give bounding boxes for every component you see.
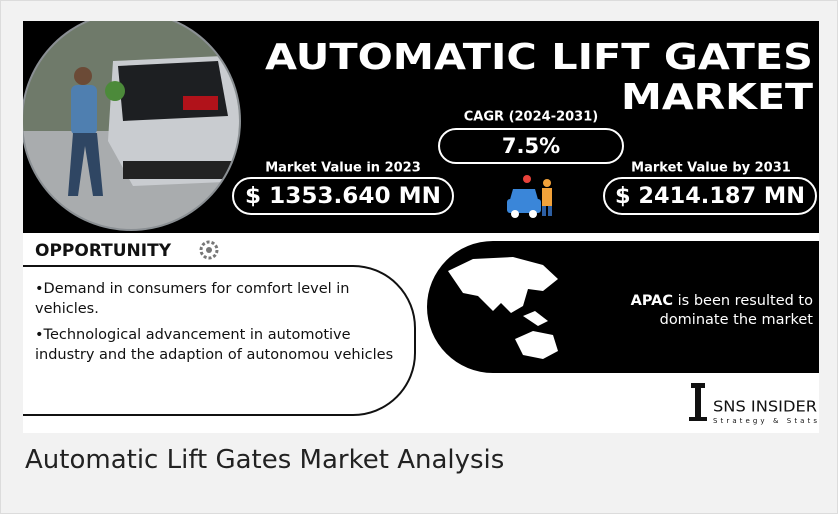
value-pill xyxy=(232,177,454,215)
gear-icon xyxy=(199,240,219,260)
value-2031: $ 2414.187 MN xyxy=(615,184,805,209)
region-highlight: APAC xyxy=(630,293,674,309)
bullet: •Demand in consumers for comfort level i… xyxy=(35,281,350,317)
title-line: AUTOMATIC LIFT GATES xyxy=(265,37,813,78)
value-label: Market Value in 2023 xyxy=(265,161,421,176)
cagr-value: 7.5% xyxy=(502,134,560,158)
region-description: is been resulted to dominate the market xyxy=(659,293,813,328)
title-line: MARKET xyxy=(621,77,814,118)
bullet: •Technological advancement in automotive… xyxy=(35,327,394,363)
cagr-pill xyxy=(438,128,624,164)
brand: SNS INSIDER xyxy=(713,398,817,416)
infographic: AUTOMATIC LIFT GATES MARKET CAGR (2024-2… xyxy=(23,21,819,433)
photo xyxy=(23,21,241,231)
value-2023: $ 1353.640 MN xyxy=(245,184,441,209)
car-service-icon xyxy=(507,175,552,218)
value-label: Market Value by 2031 xyxy=(631,161,791,176)
infographic-graphics: AUTOMATIC LIFT GATES MARKET CAGR (2024-2… xyxy=(23,21,819,425)
logo xyxy=(689,383,707,421)
value-pill xyxy=(603,177,817,215)
cagr-label: CAGR (2024-2031) xyxy=(464,110,598,125)
opportunity-list: •Demand in consumers for comfort level i… xyxy=(35,279,407,371)
section-heading: OPPORTUNITY xyxy=(35,241,172,261)
caption: Automatic Lift Gates Market Analysis xyxy=(25,445,505,475)
region-text: APAC is been resulted to dominate the ma… xyxy=(583,292,813,330)
opportunity-box xyxy=(23,265,416,416)
map xyxy=(448,257,558,359)
brand-tagline: Strategy & Stats xyxy=(713,417,817,425)
